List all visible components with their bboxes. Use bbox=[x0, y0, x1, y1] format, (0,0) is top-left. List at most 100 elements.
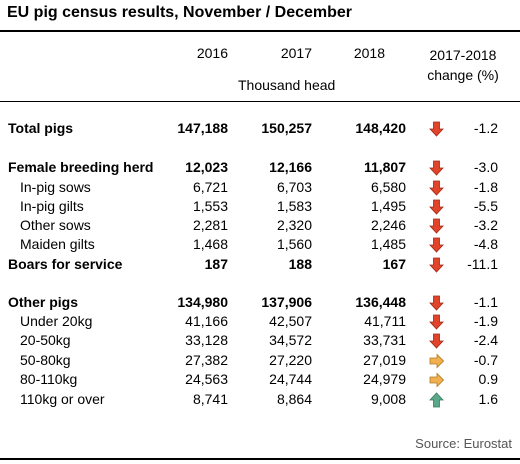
change-value: -1.8 bbox=[473, 179, 498, 195]
row-label: 110kg or over bbox=[20, 391, 105, 407]
value-2017: 8,864 bbox=[276, 391, 312, 407]
title-divider bbox=[0, 30, 520, 32]
value-2018: 136,448 bbox=[355, 294, 406, 310]
value-2017: 27,220 bbox=[269, 352, 312, 368]
arrow-down-icon bbox=[429, 257, 444, 273]
table-row: 20-50kg 33,128 34,572 33,731 -2.4 bbox=[0, 332, 520, 351]
value-2016: 134,980 bbox=[177, 294, 228, 310]
value-2016: 12,023 bbox=[185, 159, 228, 175]
page-title: EU pig census results, November / Decemb… bbox=[7, 4, 353, 21]
value-2017: 34,572 bbox=[269, 332, 312, 348]
table-row: 80-110kg 24,563 24,744 24,979 0.9 bbox=[0, 371, 520, 390]
value-2017: 1,583 bbox=[276, 198, 312, 214]
change-value: -2.4 bbox=[473, 332, 498, 348]
value-2018: 33,731 bbox=[363, 332, 406, 348]
row-label: 20-50kg bbox=[20, 332, 71, 348]
header-year-2016: 2016 bbox=[196, 45, 228, 61]
value-2018: 1,495 bbox=[370, 198, 406, 214]
value-2018: 2,246 bbox=[370, 217, 406, 233]
row-label: Total pigs bbox=[8, 120, 74, 136]
value-2016: 33,128 bbox=[185, 332, 228, 348]
change-value: -0.7 bbox=[473, 352, 498, 368]
header-year-2017: 2017 bbox=[280, 45, 312, 61]
header-divider bbox=[0, 101, 520, 102]
header-change-line2: change (%) bbox=[427, 67, 499, 83]
arrow-down-icon bbox=[429, 295, 444, 311]
bottom-divider bbox=[0, 458, 520, 460]
value-2016: 41,166 bbox=[185, 313, 228, 329]
value-2016: 147,188 bbox=[177, 120, 228, 136]
value-2017: 6,703 bbox=[276, 179, 312, 195]
change-value: -3.0 bbox=[473, 159, 498, 175]
header-change: 2017-2018 change (%) bbox=[418, 45, 508, 85]
value-2016: 1,553 bbox=[192, 198, 228, 214]
row-label: In-pig gilts bbox=[20, 198, 84, 214]
change-value: -1.9 bbox=[473, 313, 498, 329]
row-label: Other sows bbox=[20, 217, 91, 233]
value-2017: 42,507 bbox=[269, 313, 312, 329]
row-label: Boars for service bbox=[8, 256, 123, 272]
change-value: -11.1 bbox=[467, 256, 498, 272]
header-unit: Thousand head bbox=[238, 77, 336, 93]
row-label: 80-110kg bbox=[20, 371, 78, 387]
value-2017: 24,744 bbox=[269, 371, 312, 387]
value-2018: 9,008 bbox=[370, 391, 406, 407]
value-2016: 6,721 bbox=[192, 179, 228, 195]
table-row: Other pigs 134,980 137,906 136,448 -1.1 bbox=[0, 294, 520, 313]
table-row: Maiden gilts 1,468 1,560 1,485 -4.8 bbox=[0, 236, 520, 255]
arrow-right-icon bbox=[429, 353, 445, 369]
change-value: -1.1 bbox=[473, 294, 498, 310]
change-value: 0.9 bbox=[478, 371, 498, 387]
change-value: -4.8 bbox=[473, 236, 498, 252]
arrow-down-icon bbox=[429, 199, 444, 215]
value-2018: 1,485 bbox=[370, 236, 406, 252]
value-2017: 1,560 bbox=[276, 236, 312, 252]
arrow-down-icon bbox=[429, 314, 444, 330]
arrow-down-icon bbox=[429, 160, 444, 176]
table-row: 50-80kg 27,382 27,220 27,019 -0.7 bbox=[0, 352, 520, 371]
value-2017: 150,257 bbox=[261, 120, 312, 136]
value-2017: 2,320 bbox=[276, 217, 312, 233]
value-2016: 187 bbox=[204, 256, 228, 272]
table-row: In-pig sows 6,721 6,703 6,580 -1.8 bbox=[0, 179, 520, 198]
value-2018: 41,711 bbox=[364, 313, 406, 329]
change-value: -1.2 bbox=[473, 120, 498, 136]
change-value: -3.2 bbox=[473, 217, 498, 233]
table-row: Female breeding herd 12,023 12,166 11,807 -3… bbox=[0, 159, 520, 178]
arrow-down-icon bbox=[429, 121, 444, 137]
value-2017: 12,166 bbox=[269, 159, 312, 175]
arrow-down-icon bbox=[429, 333, 444, 349]
table-row: 110kg or over 8,741 8,864 9,008 1.6 bbox=[0, 391, 520, 410]
arrow-down-icon bbox=[429, 218, 444, 234]
table-row: Total pigs 147,188 150,257 148,420 -1.2 bbox=[0, 120, 520, 139]
value-2018: 167 bbox=[382, 256, 406, 272]
header-change-line1: 2017-2018 bbox=[429, 47, 497, 63]
value-2016: 24,563 bbox=[185, 371, 228, 387]
row-label: Maiden gilts bbox=[20, 236, 95, 252]
value-2018: 27,019 bbox=[363, 352, 406, 368]
row-label: Female breeding herd bbox=[8, 159, 154, 175]
row-label: Other pigs bbox=[8, 294, 79, 310]
value-2018: 11,807 bbox=[363, 159, 406, 175]
table-row: In-pig gilts 1,553 1,583 1,495 -5.5 bbox=[0, 198, 520, 217]
value-2016: 27,382 bbox=[185, 352, 228, 368]
row-label: 50-80kg bbox=[20, 352, 71, 368]
value-2016: 1,468 bbox=[192, 236, 228, 252]
arrow-down-icon bbox=[429, 237, 444, 253]
arrow-down-icon bbox=[429, 180, 444, 196]
row-label: In-pig sows bbox=[20, 179, 91, 195]
value-2018: 148,420 bbox=[355, 120, 406, 136]
value-2016: 8,741 bbox=[192, 391, 228, 407]
value-2017: 188 bbox=[288, 256, 312, 272]
value-2017: 137,906 bbox=[261, 294, 312, 310]
source-note: Source: Eurostat bbox=[415, 436, 512, 451]
value-2018: 24,979 bbox=[363, 371, 406, 387]
change-value: 1.6 bbox=[478, 391, 498, 407]
value-2018: 6,580 bbox=[370, 179, 406, 195]
change-value: -5.5 bbox=[473, 198, 498, 214]
table-row: Boars for service 187 188 167 -11.1 bbox=[0, 256, 520, 275]
value-2016: 2,281 bbox=[192, 217, 228, 233]
table-row: Under 20kg 41,166 42,507 41,711 -1.9 bbox=[0, 313, 520, 332]
header-year-2018: 2018 bbox=[353, 45, 385, 61]
